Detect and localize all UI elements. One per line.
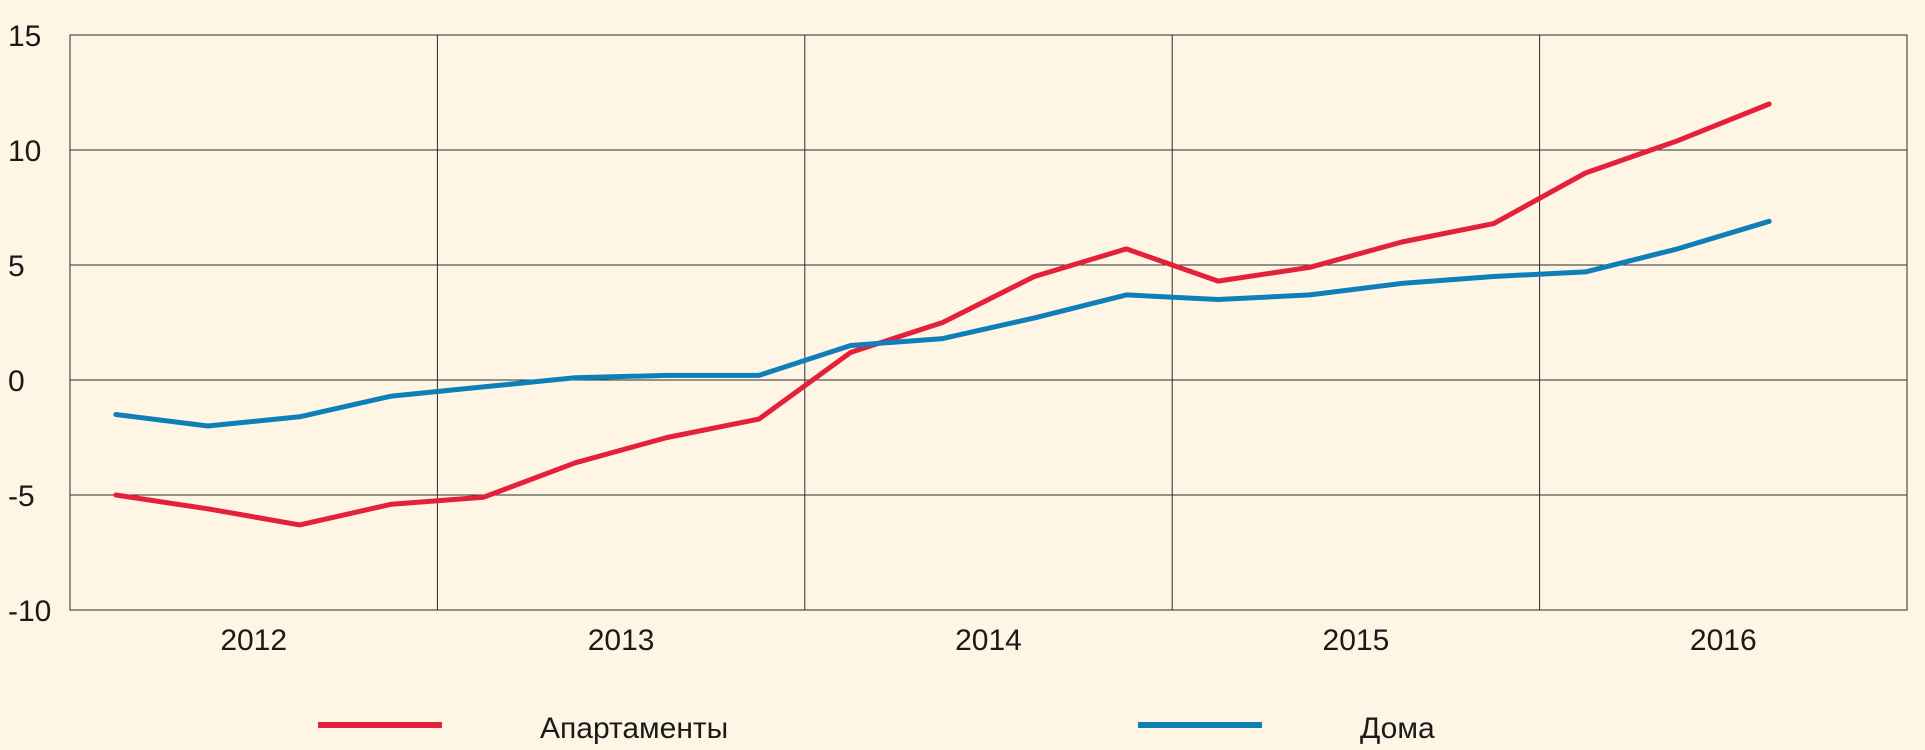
data-point xyxy=(1125,248,1127,250)
chart-series xyxy=(113,101,1772,528)
y-tick-label: 5 xyxy=(8,250,25,283)
data-point xyxy=(1217,280,1219,282)
data-point xyxy=(1033,317,1035,319)
data-point xyxy=(758,374,760,376)
legend-label-apartments: Апартаменты xyxy=(540,712,728,745)
x-tick-label: 2014 xyxy=(955,624,1022,657)
data-point xyxy=(1217,299,1219,300)
data-point xyxy=(666,437,668,438)
data-point xyxy=(299,416,301,418)
legend-label-houses: Дома xyxy=(1360,712,1435,745)
data-point xyxy=(574,377,576,379)
data-point xyxy=(299,524,301,526)
data-point xyxy=(666,374,668,376)
x-tick-label: 2012 xyxy=(220,624,287,657)
data-point xyxy=(1585,172,1587,174)
data-point xyxy=(850,351,852,353)
data-point xyxy=(942,322,944,323)
data-point xyxy=(1125,294,1127,296)
x-tick-label: 2015 xyxy=(1323,624,1390,657)
data-point xyxy=(1401,241,1403,243)
y-axis-labels: 15 10 5 0 -5 -10 xyxy=(8,20,51,628)
data-point xyxy=(115,414,117,415)
data-point xyxy=(574,462,576,464)
data-point xyxy=(1676,248,1678,250)
data-point xyxy=(482,386,484,388)
chart-legend: Апартаменты Дома xyxy=(318,712,1435,745)
data-point xyxy=(758,418,760,420)
y-tick-label: -5 xyxy=(8,480,35,513)
data-point xyxy=(482,496,484,498)
data-point xyxy=(1585,271,1587,273)
plot-frame xyxy=(69,34,1908,611)
data-point xyxy=(850,345,852,346)
x-axis-labels: 2012 2013 2014 2015 2016 xyxy=(220,624,1756,657)
data-point xyxy=(115,494,117,496)
data-point xyxy=(1033,276,1035,277)
data-point xyxy=(1493,223,1495,225)
data-point xyxy=(390,395,392,397)
y-tick-label: 0 xyxy=(8,365,25,398)
y-tick-label: 15 xyxy=(8,20,41,53)
data-point xyxy=(1768,220,1770,222)
data-point xyxy=(1768,103,1770,105)
y-tick-label: -10 xyxy=(8,595,51,628)
x-tick-label: 2016 xyxy=(1690,624,1757,657)
data-point xyxy=(1401,282,1403,284)
x-tick-label: 2013 xyxy=(588,624,655,657)
data-point xyxy=(942,338,944,340)
data-point xyxy=(1309,294,1311,296)
chart-grid xyxy=(69,34,1908,611)
y-tick-label: 10 xyxy=(8,135,41,168)
data-point xyxy=(1309,266,1311,268)
data-point xyxy=(207,508,209,510)
data-point xyxy=(1676,140,1678,142)
series-line-apartments xyxy=(113,101,1772,528)
data-point xyxy=(207,425,209,427)
data-point xyxy=(1493,276,1495,277)
data-point xyxy=(390,503,392,505)
